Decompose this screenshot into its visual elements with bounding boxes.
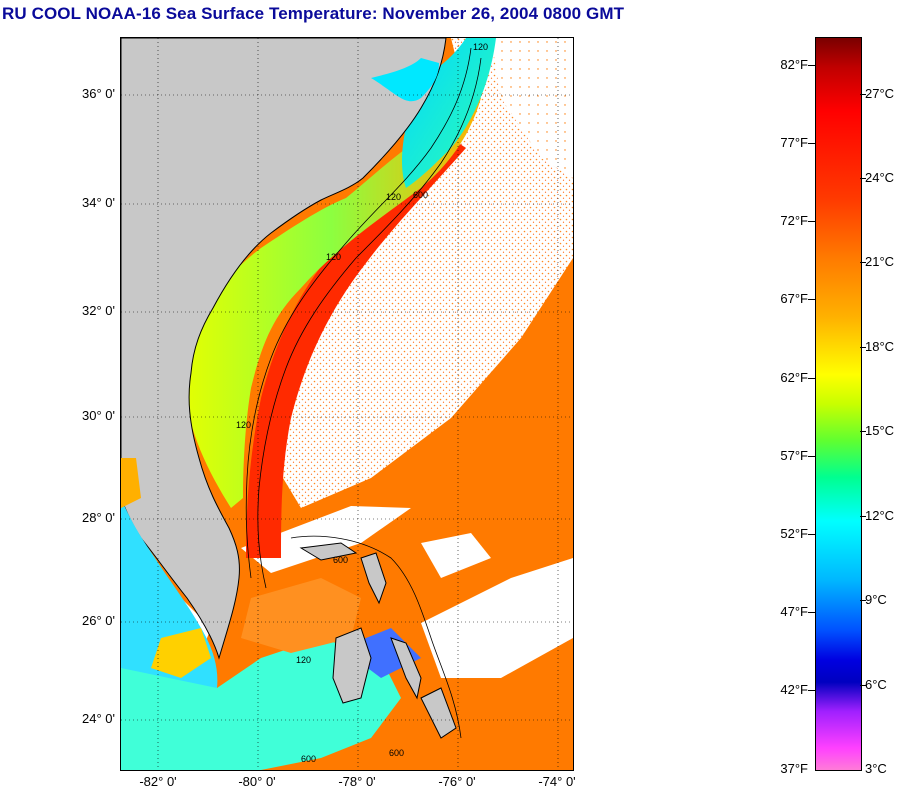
cloud-streak-2 [421,558,573,678]
cloud-area-east [271,38,573,508]
florida-straits-water [121,638,401,770]
colorbar-fahrenheit-label: 52°F [780,526,808,541]
colorbar-celsius-label: 27°C [865,86,895,101]
cloud-streak-4 [421,533,491,578]
colorbar-fahrenheit-label: 72°F [780,213,808,228]
contour-label: 600 [413,190,428,200]
bahamas-eleuthera [390,637,422,700]
longitude-label: -80° 0' [238,774,276,789]
contour-label: 120 [326,252,341,262]
cloud-streak-1 [241,506,411,573]
land-southeast-us [121,38,447,660]
map-graticule [121,38,573,770]
contour-label: 120 [386,192,401,202]
gulf-stream [246,138,466,558]
latitude-label: 28° 0' [82,510,115,525]
colorbar-fahrenheit-label: 77°F [780,135,808,150]
colorbar-fahrenheit-label: 37°F [780,761,808,776]
colorbar-celsius-label: 9°C [865,592,887,607]
colorbar-fahrenheit-label: 62°F [780,370,808,385]
map-title: RU COOL NOAA-16 Sea Surface Temperature:… [2,4,625,23]
contour-label: 120 [236,420,251,430]
temperature-colorbar [815,37,862,771]
colorbar-fahrenheit-label: 67°F [780,291,808,306]
longitude-label: -76° 0' [438,774,476,789]
bahamas-grand-bahama [299,542,358,561]
latitude-label: 26° 0' [82,613,115,628]
contour-label: 120 [473,42,488,52]
shelf-water-north [401,38,496,188]
contour-label: 600 [389,748,404,758]
isobath-600m [257,57,482,589]
longitude-label: -78° 0' [338,774,376,789]
latitude-label: 30° 0' [82,408,115,423]
isobath-bahamas [290,535,462,739]
latitude-label: 36° 0' [82,86,115,101]
colorbar-fahrenheit-label: 47°F [780,604,808,619]
bahamas-andros [332,627,372,704]
colorbar-celsius-label: 6°C [865,677,887,692]
colorbar-celsius-label: 21°C [865,254,895,269]
latitude-label: 24° 0' [82,711,115,726]
colorbar-celsius-label: 12°C [865,508,895,523]
latitude-label: 32° 0' [82,303,115,318]
colorbar-celsius-label: 3°C [865,761,887,776]
cloud-area-north [491,38,573,178]
latitude-label: 34° 0' [82,195,115,210]
colorbar-celsius-label: 15°C [865,423,895,438]
contour-label: 600 [301,754,316,764]
sst-map[interactable]: 120 120 120 120 120 600 600 600 600 [120,37,574,771]
straits-yellow-patch [151,628,211,678]
contour-label: 600 [333,555,348,565]
colorbar-celsius-label: 24°C [865,170,895,185]
isobath-120m [245,47,472,579]
colorbar-celsius-label: 18°C [865,339,895,354]
contour-label: 120 [296,655,311,665]
colorbar-fahrenheit-label: 82°F [780,57,808,72]
longitude-label: -82° 0' [139,774,177,789]
bahamas-abaco [360,552,387,605]
straits-warm-patch [241,578,361,653]
gulf-warm-patch [121,458,141,508]
pamlico-sound [371,58,439,102]
colorbar-fahrenheit-label: 42°F [780,682,808,697]
longitude-label: -74° 0' [538,774,576,789]
bahamas-exuma [420,687,457,739]
colorbar-fahrenheit-label: 57°F [780,448,808,463]
